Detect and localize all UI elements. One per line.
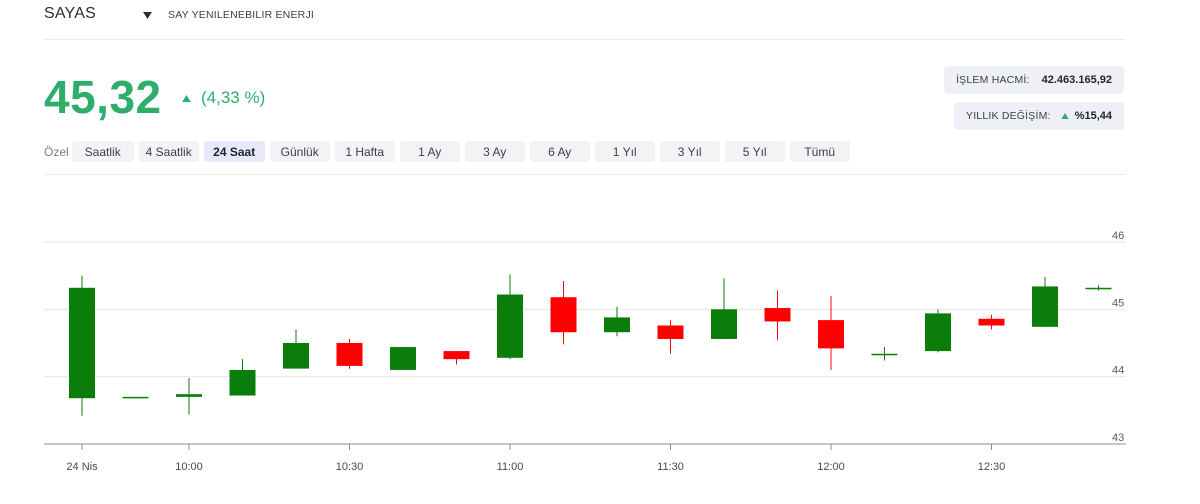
range-button-1-year[interactable]: 1 Yıl — [594, 141, 655, 162]
candle-body-up — [122, 396, 149, 399]
price-change: (4,33 %) — [182, 88, 265, 108]
candle-body-up — [283, 343, 309, 369]
x-tick-label: 24 Nis — [66, 461, 98, 473]
range-button-6-months[interactable]: 6 Ay — [529, 141, 590, 162]
candle-body-down — [443, 351, 470, 360]
candle-body-down — [550, 297, 577, 333]
candle-body-down — [818, 320, 844, 349]
range-button-3-months[interactable]: 3 Ay — [464, 141, 525, 162]
yearly-change-badge: YILLIK DEĞİŞİM: %15,44 — [953, 102, 1124, 130]
range-button-4-hourly[interactable]: 4 Saatlik — [138, 141, 199, 162]
chevron-down-icon — [142, 11, 152, 19]
candle-body-up — [390, 347, 416, 370]
instrument-header: SAYAS SAY YENILENEBILIR ENERJI — [44, 0, 1126, 40]
candle-body-up — [604, 317, 630, 333]
y-tick-label: 44 — [1112, 365, 1124, 377]
range-button-1-month[interactable]: 1 Ay — [399, 141, 460, 162]
y-tick-label: 45 — [1112, 297, 1124, 309]
volume-value: 42.463.165,92 — [1041, 74, 1112, 86]
volume-label: İŞLEM HACMİ: — [956, 74, 1030, 86]
range-button-3-years[interactable]: 3 Yıl — [659, 141, 720, 162]
section-divider — [44, 174, 1126, 175]
candle-body-up — [69, 287, 95, 399]
x-tick-label: 12:00 — [817, 461, 845, 473]
range-button-all[interactable]: Tümü — [789, 141, 850, 162]
triangle-up-icon — [182, 94, 191, 102]
x-tick-label: 10:30 — [336, 461, 364, 473]
range-selector: Özel Saatlik 4 Saatlik 24 Saat Günlük 1 … — [44, 141, 855, 162]
range-button-hourly[interactable]: Saatlik — [71, 141, 134, 162]
candle-body-down — [657, 325, 684, 339]
last-price: 45,32 — [44, 71, 162, 123]
range-button-1-week[interactable]: 1 Hafta — [334, 141, 395, 162]
candle-body-down — [336, 343, 363, 366]
candle-body-down — [978, 318, 1005, 326]
custom-range-label[interactable]: Özel — [44, 144, 69, 159]
range-button-5-years[interactable]: 5 Yıl — [724, 141, 785, 162]
range-button-24-hours[interactable]: 24 Saat — [203, 141, 265, 162]
volume-badge: İŞLEM HACMİ: 42.463.165,92 — [944, 66, 1124, 94]
candle-body-up — [497, 294, 523, 358]
range-button-daily[interactable]: Günlük — [269, 141, 330, 162]
candle-body-up — [1085, 287, 1112, 290]
candle-body-up — [229, 369, 256, 396]
yearly-change-value: %15,44 — [1074, 110, 1112, 122]
candle-body-down — [764, 307, 791, 322]
candle-body-up — [176, 394, 202, 397]
candle-body-up — [711, 309, 737, 339]
candle-body-up — [1032, 286, 1058, 327]
x-tick-label: 11:30 — [657, 461, 684, 473]
change-percent: (4,33 %) — [201, 88, 266, 107]
candle-body-up — [871, 353, 898, 356]
company-name: SAY YENILENEBILIR ENERJI — [168, 9, 315, 21]
candle-body-up — [925, 313, 951, 352]
y-tick-label: 46 — [1112, 230, 1124, 242]
x-tick-label: 12:30 — [978, 461, 1006, 473]
symbol-label: SAYAS — [44, 5, 96, 22]
x-tick-label: 10:00 — [175, 461, 203, 473]
symbol-dropdown-caret[interactable] — [140, 8, 154, 22]
x-tick-label: 11:00 — [497, 461, 524, 473]
y-tick-label: 43 — [1112, 432, 1124, 444]
yearly-change-label: YILLIK DEĞİŞİM: — [965, 110, 1051, 122]
triangle-up-icon — [1060, 113, 1069, 119]
